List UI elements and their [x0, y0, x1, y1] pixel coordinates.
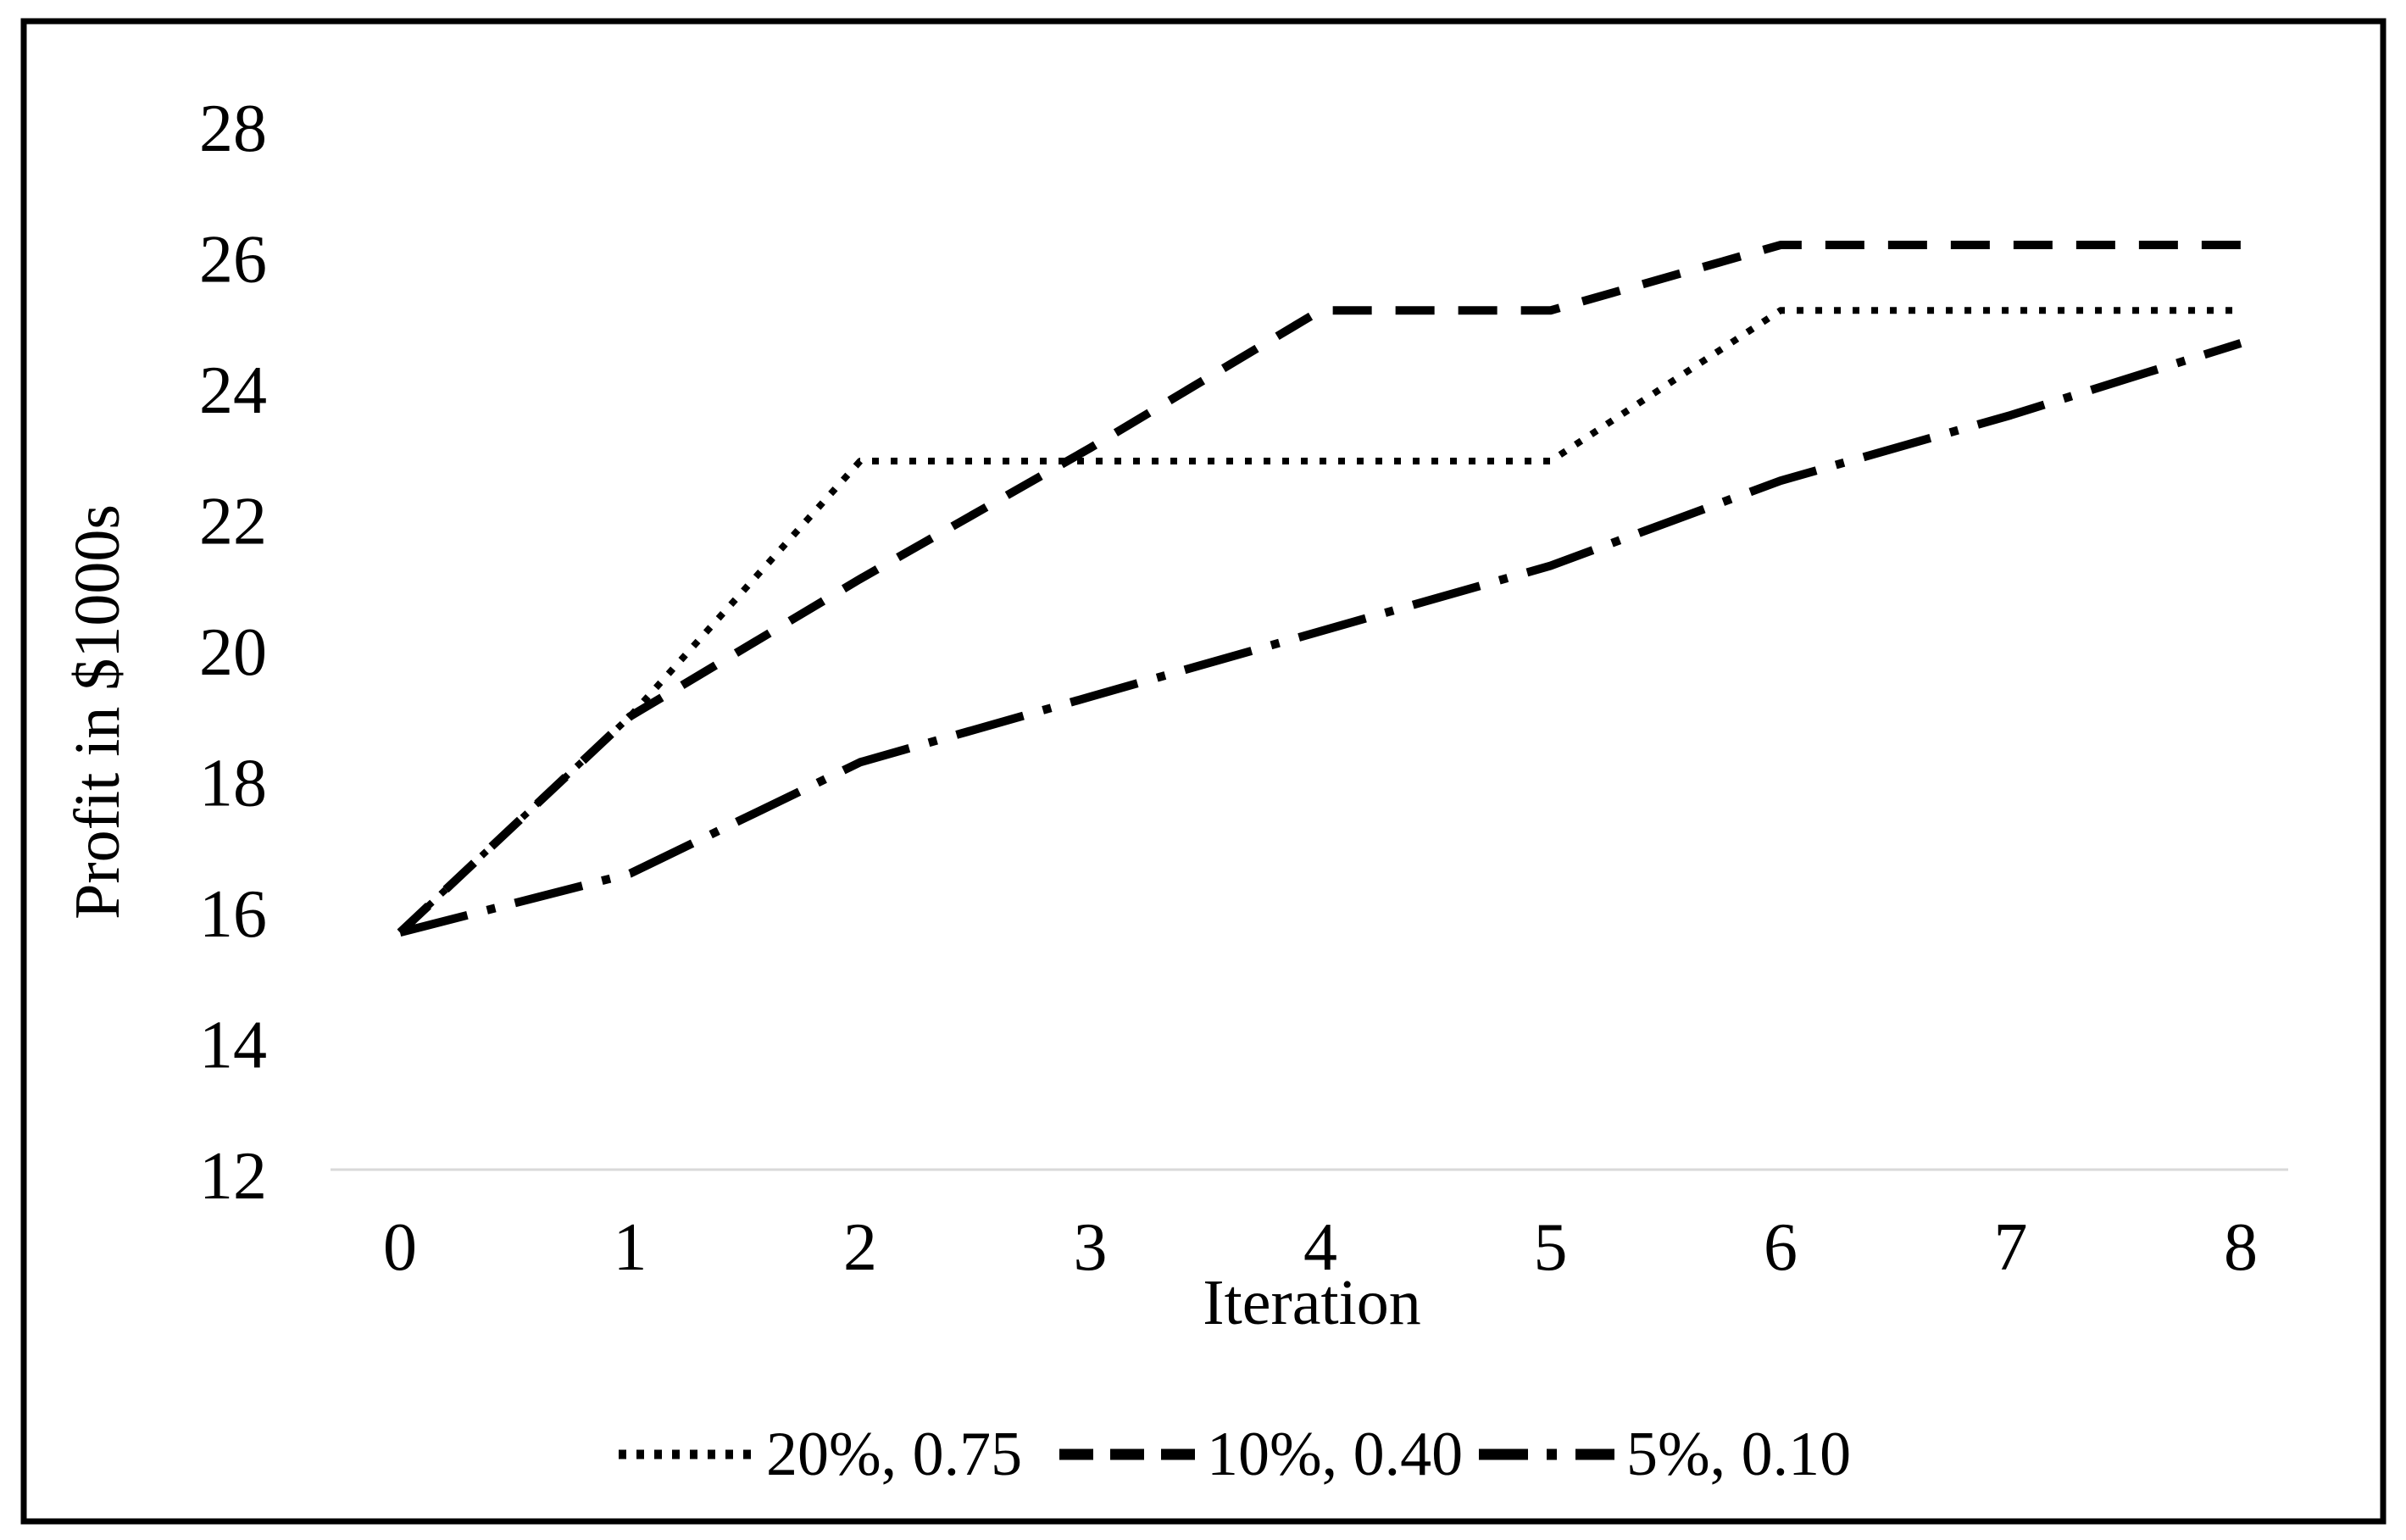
x-tick-label: 4: [1303, 1210, 1337, 1285]
y-tick-label: 20: [199, 615, 267, 690]
x-tick-label: 1: [614, 1210, 647, 1285]
legend: 20%, 0.75 10%, 0.40 5%, 0.10: [619, 1420, 1851, 1489]
y-tick-label: 18: [199, 747, 267, 821]
x-tick-label: 8: [2224, 1210, 2258, 1285]
x-tick-label: 5: [1534, 1210, 1568, 1285]
series-line-dashed: [397, 241, 2241, 936]
y-tick-label: 26: [199, 223, 267, 297]
figure-border: [20, 18, 2387, 1525]
legend-label: 10%, 0.40: [1207, 1420, 1463, 1489]
x-tick-label: 7: [1994, 1210, 2028, 1285]
x-axis-title: Iteration: [1203, 1267, 1420, 1338]
x-tick-label: 2: [843, 1210, 877, 1285]
y-tick-label: 16: [199, 877, 267, 952]
series-line-dashdot: [398, 339, 2242, 937]
x-tick-labels: 0 1 2 3 4 5 6 7 8: [383, 1210, 2258, 1285]
series-line-dotted: [397, 307, 2241, 936]
y-tick-label: 12: [199, 1139, 267, 1214]
y-axis-title: Profit in $1000s: [62, 504, 133, 920]
x-tick-label: 0: [383, 1210, 417, 1285]
legend-item: 20%, 0.75: [619, 1420, 1022, 1489]
y-tick-label: 22: [199, 485, 267, 559]
series-lines: [397, 241, 2242, 937]
legend-item: 5%, 0.10: [1479, 1420, 1851, 1489]
x-tick-label: 3: [1074, 1210, 1108, 1285]
legend-label: 5%, 0.10: [1626, 1420, 1851, 1489]
legend-label: 20%, 0.75: [766, 1420, 1022, 1489]
y-tick-labels: 28 26 24 22 20 18 16 14 12: [199, 92, 267, 1214]
y-tick-label: 14: [199, 1009, 267, 1083]
y-tick-label: 28: [199, 92, 267, 166]
y-tick-label: 24: [199, 353, 267, 428]
legend-item: 10%, 0.40: [1059, 1420, 1463, 1489]
x-tick-label: 6: [1764, 1210, 1798, 1285]
